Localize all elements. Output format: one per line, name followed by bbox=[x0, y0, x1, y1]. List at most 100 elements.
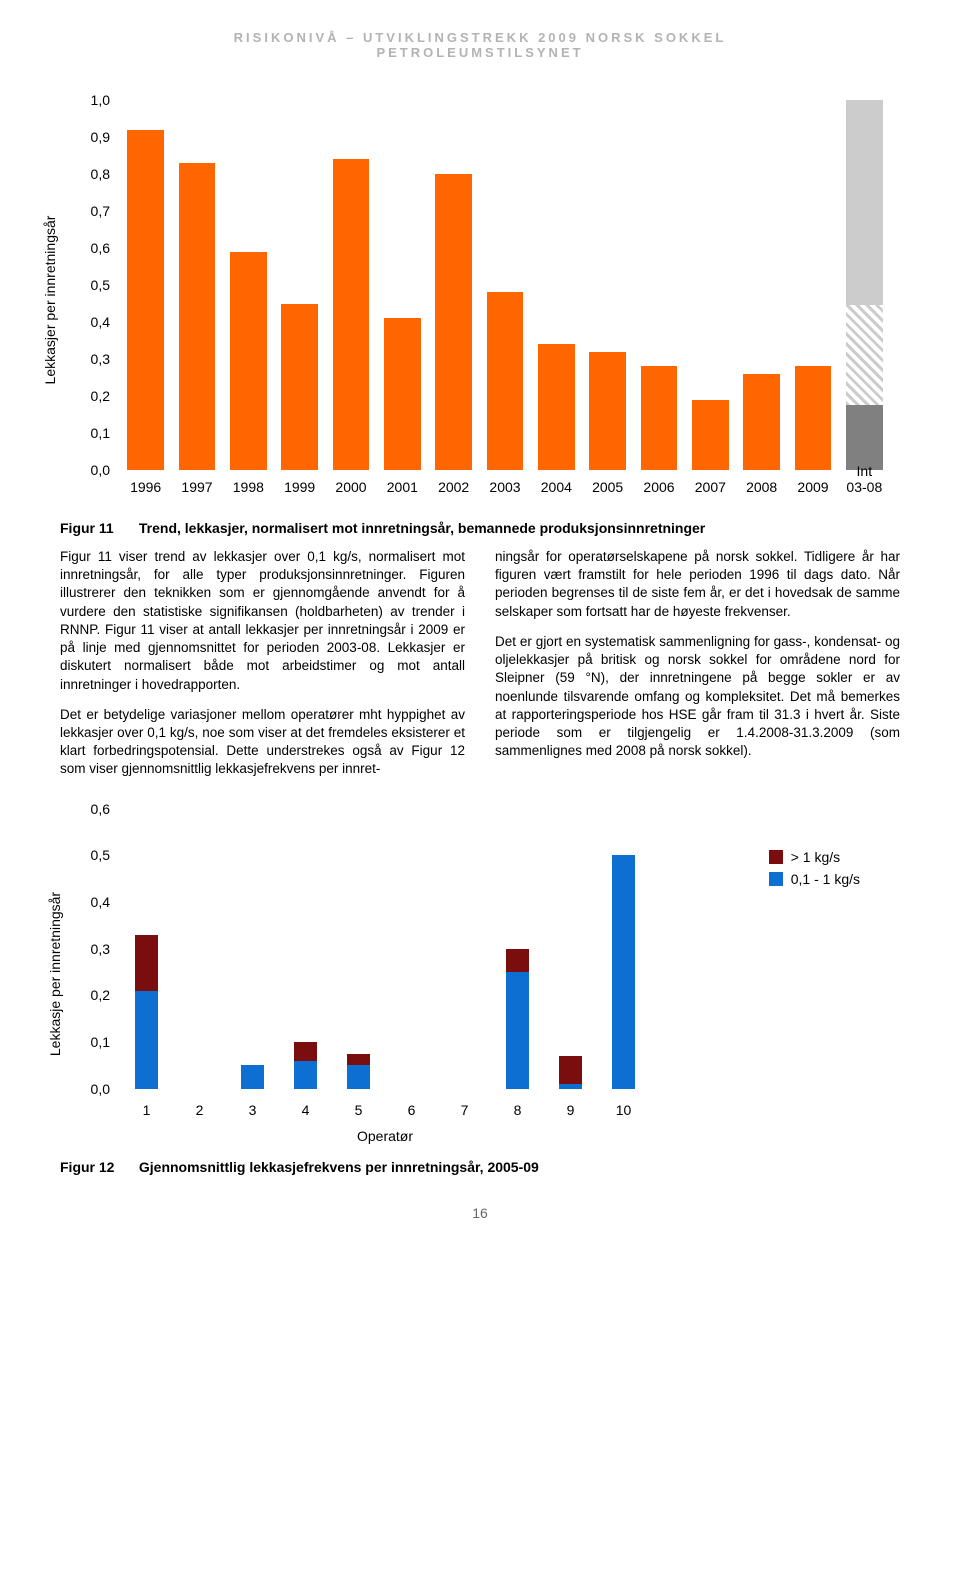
chart1-xtick-label: 2003 bbox=[489, 480, 520, 495]
page-number: 16 bbox=[60, 1205, 900, 1221]
chart2-xtick-label: 6 bbox=[408, 1103, 416, 1118]
chart1-ytick-label: 0,8 bbox=[91, 166, 110, 182]
chart1-xtick-label: 2002 bbox=[438, 480, 469, 495]
chart2-bar-segment bbox=[559, 1084, 581, 1089]
legend-swatch bbox=[769, 850, 783, 864]
chart1-interval-segment bbox=[846, 100, 883, 305]
chart2-bar-segment bbox=[135, 991, 157, 1089]
chart2-bar-segment bbox=[294, 1042, 316, 1061]
chart2-ytick-label: 0,2 bbox=[91, 987, 110, 1003]
chart1-xtick-label: 2000 bbox=[335, 480, 366, 495]
chart1-xtick-label: Int 03-08 bbox=[846, 464, 882, 495]
body-paragraph: ningsår for operatørselskapene på norsk … bbox=[495, 548, 900, 621]
chart2-ytick-label: 0,4 bbox=[91, 894, 110, 910]
body-column-right: ningsår for operatørselskapene på norsk … bbox=[495, 548, 900, 779]
chart2-legend: > 1 kg/s 0,1 - 1 kg/s bbox=[769, 849, 860, 893]
chart1-ytick-label: 0,0 bbox=[91, 462, 110, 478]
chart2-bar-segment bbox=[506, 949, 528, 972]
chart1-bar bbox=[384, 318, 421, 470]
chart1-y-axis: 0,00,10,20,30,40,50,60,70,80,91,0 bbox=[60, 100, 115, 470]
chart2-bar-segment bbox=[559, 1056, 581, 1084]
chart2-ytick-label: 0,3 bbox=[91, 941, 110, 957]
page-header-line1: RISIKONIVÅ – UTVIKLINGSTREKK 2009 NORSK … bbox=[60, 30, 900, 45]
chart1-bar bbox=[487, 292, 524, 470]
chart1-y-axis-label: Lekkasjer per innretningsår bbox=[42, 216, 58, 385]
chart1-bar bbox=[435, 174, 472, 470]
chart1-bar bbox=[589, 352, 626, 470]
chart2-xtick-label: 3 bbox=[249, 1103, 257, 1118]
chart1-xtick-label: 2007 bbox=[695, 480, 726, 495]
figure-11-caption: Figur 11 Trend, lekkasjer, normalisert m… bbox=[60, 520, 900, 536]
chart1-bar bbox=[743, 374, 780, 470]
figure-12-caption: Figur 12 Gjennomsnittlig lekkasjefrekven… bbox=[60, 1159, 900, 1175]
legend-label: > 1 kg/s bbox=[791, 849, 840, 865]
chart2-bar-segment bbox=[135, 935, 157, 991]
chart1-xtick-label: 2008 bbox=[746, 480, 777, 495]
chart1-ytick-label: 0,6 bbox=[91, 240, 110, 256]
chart2-legend-item: 0,1 - 1 kg/s bbox=[769, 871, 860, 887]
chart2-y-axis: 0,00,10,20,30,40,50,6 bbox=[60, 809, 115, 1089]
chart2-xtick-label: 4 bbox=[302, 1103, 310, 1118]
chart2-bar-segment bbox=[241, 1065, 263, 1088]
chart1-bar bbox=[538, 344, 575, 470]
body-column-left: Figur 11 viser trend av lekkasjer over 0… bbox=[60, 548, 465, 779]
chart2-bar-segment bbox=[347, 1054, 369, 1066]
chart1-xtick-label: 2009 bbox=[797, 480, 828, 495]
chart1-bar bbox=[127, 130, 164, 470]
chart1-xtick-label: 2004 bbox=[541, 480, 572, 495]
chart1-ytick-label: 1,0 bbox=[91, 92, 110, 108]
page-header-line2: PETROLEUMSTILSYNET bbox=[60, 45, 900, 60]
chart1-xtick-label: 1997 bbox=[181, 480, 212, 495]
chart2-xtick-label: 8 bbox=[514, 1103, 522, 1118]
figure-11-chart: Lekkasjer per innretningsår 0,00,10,20,3… bbox=[60, 90, 900, 510]
chart1-xtick-label: 2006 bbox=[643, 480, 674, 495]
chart1-plot-area bbox=[120, 100, 890, 470]
chart1-ytick-label: 0,5 bbox=[91, 277, 110, 293]
chart1-xtick-label: 2001 bbox=[387, 480, 418, 495]
chart2-ytick-label: 0,0 bbox=[91, 1081, 110, 1097]
chart1-bar bbox=[641, 366, 678, 470]
chart1-xtick-label: 1998 bbox=[233, 480, 264, 495]
body-text-columns: Figur 11 viser trend av lekkasjer over 0… bbox=[60, 548, 900, 779]
chart2-bar-segment bbox=[347, 1065, 369, 1088]
chart2-bar-segment bbox=[506, 972, 528, 1089]
chart1-xtick-label: 2005 bbox=[592, 480, 623, 495]
chart1-interval-segment bbox=[846, 405, 883, 470]
figure-caption-text: Gjennomsnittlig lekkasjefrekvens per inn… bbox=[139, 1159, 539, 1175]
chart2-legend-item: > 1 kg/s bbox=[769, 849, 860, 865]
chart2-xtick-label: 10 bbox=[616, 1103, 632, 1118]
chart2-xtick-label: 7 bbox=[461, 1103, 469, 1118]
figure-number: Figur 11 bbox=[60, 520, 135, 536]
chart1-ytick-label: 0,9 bbox=[91, 129, 110, 145]
chart2-xtick-label: 1 bbox=[143, 1103, 151, 1118]
chart2-x-axis: Operatør 12345678910 bbox=[120, 1094, 650, 1149]
chart1-ytick-label: 0,3 bbox=[91, 351, 110, 367]
chart2-bar-segment bbox=[612, 855, 634, 1088]
chart1-bar bbox=[281, 304, 318, 471]
chart1-bar bbox=[230, 252, 267, 470]
chart1-xtick-label: 1996 bbox=[130, 480, 161, 495]
body-paragraph: Figur 11 viser trend av lekkasjer over 0… bbox=[60, 548, 465, 694]
chart2-ytick-label: 0,1 bbox=[91, 1034, 110, 1050]
chart1-bar bbox=[692, 400, 729, 470]
chart1-ytick-label: 0,7 bbox=[91, 203, 110, 219]
chart1-bar bbox=[333, 159, 370, 470]
body-paragraph: Det er gjort en systematisk sammenlignin… bbox=[495, 633, 900, 761]
chart2-ytick-label: 0,6 bbox=[91, 801, 110, 817]
legend-label: 0,1 - 1 kg/s bbox=[791, 871, 860, 887]
body-paragraph: Det er betydelige variasjoner mellom ope… bbox=[60, 706, 465, 779]
chart1-x-axis: 1996 1997 1998 1999 2000 2001 2002 2003 2004 2005… bbox=[120, 475, 890, 510]
figure-12-chart: Lekkasje per innretningsår 0,00,10,20,30… bbox=[60, 799, 900, 1149]
chart2-xtick-label: 5 bbox=[355, 1103, 363, 1118]
chart1-ytick-label: 0,1 bbox=[91, 425, 110, 441]
chart2-ytick-label: 0,5 bbox=[91, 847, 110, 863]
chart2-xtick-label: 2 bbox=[196, 1103, 204, 1118]
chart1-interval-segment bbox=[846, 305, 883, 405]
chart1-bar bbox=[179, 163, 216, 470]
legend-swatch bbox=[769, 872, 783, 886]
figure-caption-text: Trend, lekkasjer, normalisert mot innret… bbox=[139, 520, 705, 536]
chart1-xtick-label: 1999 bbox=[284, 480, 315, 495]
chart2-xtick-label: 9 bbox=[567, 1103, 575, 1118]
chart2-plot-area bbox=[120, 809, 650, 1089]
chart1-ytick-label: 0,2 bbox=[91, 388, 110, 404]
